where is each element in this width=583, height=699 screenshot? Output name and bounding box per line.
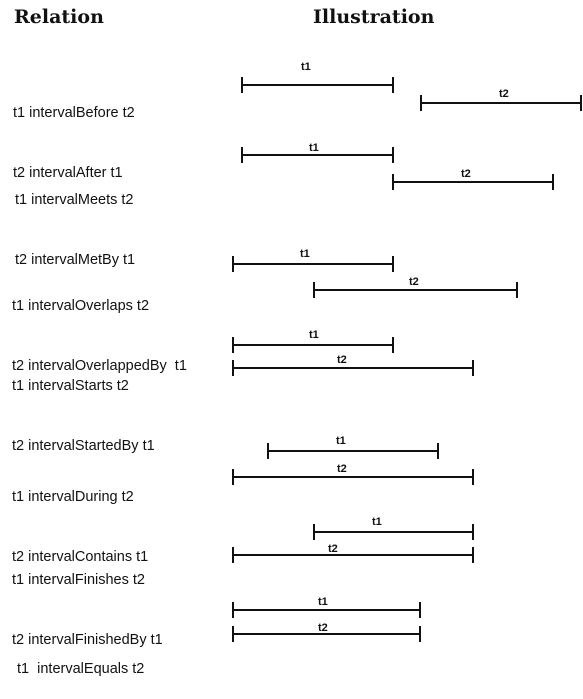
interval-t2: t2 (232, 622, 421, 642)
interval-label: t2 (337, 463, 347, 475)
relation-line: t2 intervalContains t1 (12, 549, 149, 565)
interval-label: t1 (309, 142, 319, 154)
relation-line: t2 intervalMetBy t1 (15, 252, 136, 268)
interval-t2: t2 (392, 168, 554, 190)
relation-line: t2 intervalAfter t1 (13, 165, 123, 181)
interval-label: t2 (318, 622, 328, 634)
relation-line: t1 intervalStarts t2 (12, 378, 129, 394)
interval-illustrations: t1 t2 t1 t2 t1 t2 t1 t2 t1 t2 t1 t2 t1 t2 (232, 61, 582, 642)
interval-t2: t2 (313, 276, 518, 298)
interval-label: t2 (409, 276, 419, 288)
interval-label: t2 (337, 354, 347, 366)
relation-line: t1 intervalBefore t2 (13, 105, 135, 121)
interval-t2: t2 (232, 543, 474, 563)
relation-meets: t1 intervalMeets t2 t2 intervalMetBy t1 (15, 150, 135, 290)
interval-t1: t1 (313, 516, 474, 540)
interval-t1: t1 (232, 596, 421, 618)
interval-t2: t2 (232, 463, 474, 485)
relation-line: t1 intervalEquals t2 (17, 661, 145, 677)
interval-label: t2 (461, 168, 471, 180)
interval-label: t1 (318, 596, 328, 608)
interval-t2: t2 (420, 88, 582, 111)
relation-line: t1 intervalFinishes t2 (12, 572, 145, 588)
relation-line: t1 intervalOverlaps t2 (12, 298, 150, 314)
interval-label: t2 (328, 543, 338, 555)
interval-label: t1 (372, 516, 382, 528)
relation-line: t2 intervalFinishedBy t1 (12, 632, 163, 648)
interval-label: t1 (309, 329, 319, 341)
relation-overlaps: t1 intervalOverlaps t2 t2 intervalOverla… (12, 256, 187, 396)
relation-line: t2 intervalOverlappedBy t1 (12, 358, 187, 374)
interval-label: t2 (499, 88, 509, 100)
relation-before: t1 intervalBefore t2 t2 intervalAfter t1 (13, 63, 135, 203)
interval-t1: t1 (232, 248, 394, 272)
relation-finishes: t1 intervalFinishes t2 t2 intervalFinish… (12, 530, 163, 670)
illustration-header: Illustration (313, 6, 435, 28)
relation-header: Relation (14, 6, 104, 28)
interval-t1: t1 (241, 61, 394, 93)
relation-line: t1 intervalMeets t2 (15, 192, 134, 208)
relation-starts: t1 intervalStarts t2 t2 intervalStartedB… (12, 336, 155, 476)
relation-line: t1 intervalDuring t2 (12, 489, 134, 505)
interval-label: t1 (300, 248, 310, 260)
relation-line: t2 intervalStartedBy t1 (12, 438, 155, 454)
interval-label: t1 (301, 61, 311, 73)
interval-t1: t1 (232, 329, 394, 353)
interval-t1: t1 (241, 142, 394, 163)
relation-during: t1 intervalDuring t2 t2 intervalContains… (12, 447, 148, 587)
interval-t1: t1 (267, 435, 439, 459)
interval-t2: t2 (232, 354, 474, 376)
interval-label: t1 (336, 435, 346, 447)
